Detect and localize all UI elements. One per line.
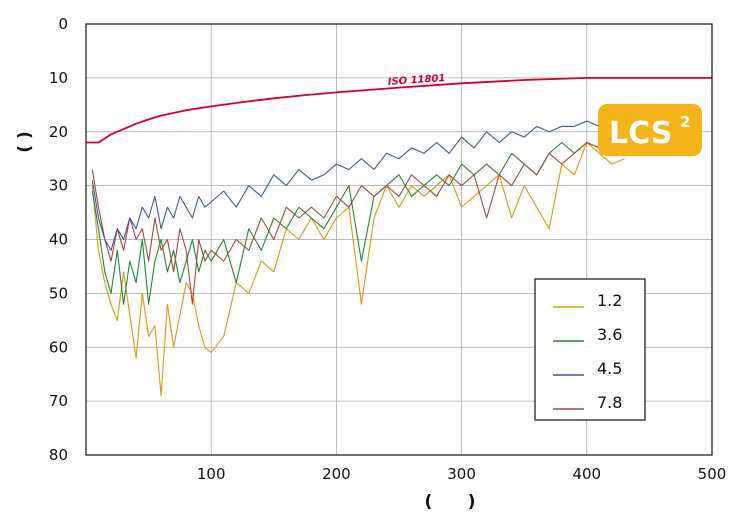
legend-label: 3.6 [597,325,622,344]
y-tick-label: 0 [58,15,68,33]
series-line-4-5 [91,120,600,251]
x-tick-label: 100 [197,465,226,483]
series-line-3-6 [91,141,600,305]
y-tick-label: 20 [49,123,68,141]
lcs2-badge: LCS 2 [598,104,702,156]
series-line-1-2 [91,141,625,397]
series-line-7-8 [91,141,600,305]
y-tick-label: 80 [49,446,68,464]
legend-box [534,278,646,421]
y-tick-label: 30 [49,177,68,195]
x-tick-labels: 100 200 300 400 500 [197,465,726,483]
plot-frame [85,23,713,456]
y-axis-label: ( ) [15,131,35,152]
legend: 1.2 3.6 4.5 7.8 [534,278,646,421]
legend-label: 4.5 [597,359,622,378]
x-tick-label: 400 [572,465,601,483]
legend-label: 7.8 [597,393,622,412]
y-tick-label: 70 [49,392,68,410]
iso-annotation: ISO 11801 [387,73,445,88]
y-tick-label: 40 [49,231,68,249]
y-tick-labels: 0 10 20 30 40 50 60 70 80 [49,15,68,464]
legend-label: 1.2 [597,291,622,310]
x-tick-label: 500 [698,465,727,483]
series-lines [86,77,712,397]
y-tick-label: 50 [49,284,68,302]
x-tick-label: 300 [447,465,476,483]
x-tick-label: 200 [322,465,351,483]
y-tick-label: 10 [49,69,68,87]
lcs2-badge-text: LCS [609,116,672,151]
y-tick-label: 60 [49,338,68,356]
series-line-ISO-11801 [86,77,712,144]
x-axis-label: ( ) [424,492,475,512]
lcs2-badge-sup: 2 [680,113,690,131]
lcs2-badge-bg [598,104,702,156]
